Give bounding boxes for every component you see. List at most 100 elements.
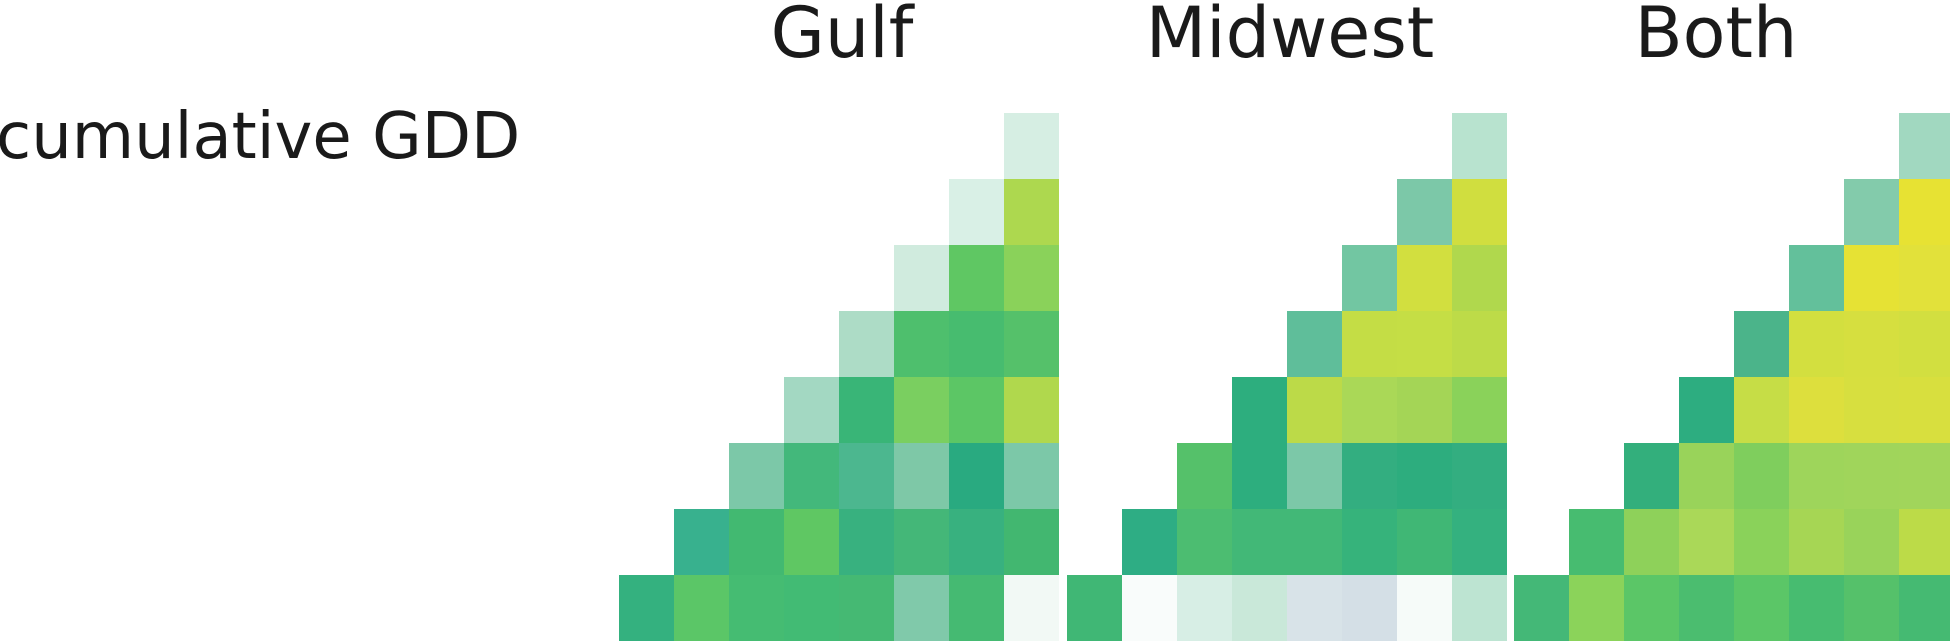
row-label: cumulative GDD xyxy=(0,100,520,174)
heatmap-cell xyxy=(1844,509,1899,575)
heatmap-cell xyxy=(1452,245,1507,311)
heatmap-cell xyxy=(1679,509,1734,575)
heatmap-cell xyxy=(1122,509,1177,575)
heatmap-cell xyxy=(1844,179,1899,245)
heatmap-cell xyxy=(1004,377,1059,443)
heatmap-cell xyxy=(1004,443,1059,509)
heatmap-cell xyxy=(1679,377,1734,443)
heatmap-cell xyxy=(1232,377,1287,443)
panel-title: Both xyxy=(1635,0,1798,74)
heatmap-cell xyxy=(1004,575,1059,641)
heatmap-cell xyxy=(729,575,784,641)
heatmap-cell xyxy=(1789,377,1844,443)
heatmap-cell xyxy=(1789,575,1844,641)
heatmap-cell xyxy=(1679,443,1734,509)
heatmap-cell xyxy=(839,377,894,443)
heatmap-cell xyxy=(1624,509,1679,575)
heatmap-cell xyxy=(949,377,1004,443)
heatmap-cell xyxy=(674,509,729,575)
heatmap-cell xyxy=(1899,311,1950,377)
heatmap-cell xyxy=(1734,377,1789,443)
heatmap-cell xyxy=(1679,575,1734,641)
heatmap-cell xyxy=(1569,509,1624,575)
heatmap-cell xyxy=(1287,311,1342,377)
heatmap-cell xyxy=(949,575,1004,641)
heatmap-cell xyxy=(894,311,949,377)
heatmap-cell xyxy=(1452,179,1507,245)
heatmap-cell xyxy=(1122,575,1177,641)
heatmap-cell xyxy=(1844,443,1899,509)
heatmap-cell xyxy=(949,311,1004,377)
heatmap-cell xyxy=(784,575,839,641)
heatmap-cell xyxy=(1397,245,1452,311)
heatmap-cell xyxy=(1452,575,1507,641)
heatmap-cell xyxy=(1232,443,1287,509)
heatmap-cell xyxy=(1789,509,1844,575)
heatmap-cell xyxy=(1734,311,1789,377)
heatmap-cell xyxy=(1452,377,1507,443)
heatmap-cell xyxy=(1899,245,1950,311)
heatmap-panels: Gulf Midwest Both xyxy=(619,0,1950,641)
heatmap-cell xyxy=(1342,509,1397,575)
heatmap-cell xyxy=(1004,245,1059,311)
heatmap-cell xyxy=(1899,179,1950,245)
heatmap-cell xyxy=(1789,245,1844,311)
heatmap-cell xyxy=(619,575,674,641)
heatmap-cell xyxy=(1734,575,1789,641)
heatmap-cell xyxy=(729,443,784,509)
heatmap-cell xyxy=(949,179,1004,245)
heatmap-cell xyxy=(1004,179,1059,245)
heatmap-cell xyxy=(1899,113,1950,179)
heatmap-cell xyxy=(1734,443,1789,509)
heatmap-cell xyxy=(949,443,1004,509)
panel-gulf: Gulf xyxy=(619,0,1059,641)
heatmap-cell xyxy=(839,575,894,641)
heatmap-cell xyxy=(1397,311,1452,377)
heatmap-cell xyxy=(1844,245,1899,311)
heatmap-cell xyxy=(1789,311,1844,377)
heatmap-cell xyxy=(1397,377,1452,443)
heatmap-cell xyxy=(894,377,949,443)
heatmap-cell xyxy=(1342,575,1397,641)
heatmap-cell xyxy=(1177,575,1232,641)
heatmap-cell xyxy=(1452,509,1507,575)
heatmap-cell xyxy=(674,575,729,641)
heatmap-cell xyxy=(1232,509,1287,575)
heatmap-cell xyxy=(1232,575,1287,641)
heatmap-cell xyxy=(1844,377,1899,443)
heatmap-cell xyxy=(894,245,949,311)
heatmap-cell xyxy=(1342,443,1397,509)
heatmap-cell xyxy=(1899,377,1950,443)
heatmap-cell xyxy=(1397,179,1452,245)
heatmap-cell xyxy=(1067,575,1122,641)
heatmap-cell xyxy=(1287,575,1342,641)
heatmap-cell xyxy=(1177,443,1232,509)
heatmap-cell xyxy=(894,443,949,509)
heatmap-cell xyxy=(1397,509,1452,575)
heatmap-cell xyxy=(1342,245,1397,311)
heatmap-cell xyxy=(1569,575,1624,641)
heatmap-cell xyxy=(839,443,894,509)
heatmap-cell xyxy=(1287,377,1342,443)
heatmap-cell xyxy=(894,575,949,641)
heatmap-cell xyxy=(1624,443,1679,509)
heatmap-cell xyxy=(1287,443,1342,509)
heatmap-cell xyxy=(784,377,839,443)
heatmap-cell xyxy=(894,509,949,575)
heatmap-cell xyxy=(1177,509,1232,575)
heatmap-cell xyxy=(1397,443,1452,509)
heatmap-cell xyxy=(729,509,784,575)
panel-both: Both xyxy=(1514,0,1950,641)
heatmap-cell xyxy=(1514,575,1569,641)
heatmap-cell xyxy=(1844,575,1899,641)
panel-title: Gulf xyxy=(771,0,915,74)
heatmap-cell xyxy=(949,509,1004,575)
heatmap-cell xyxy=(1844,311,1899,377)
heatmap-cell xyxy=(1452,311,1507,377)
heatmap-cell xyxy=(1004,311,1059,377)
heatmap-cell xyxy=(1397,575,1452,641)
heatmap-cell xyxy=(1899,443,1950,509)
heatmap-cell xyxy=(1734,509,1789,575)
heatmap-cell xyxy=(1004,509,1059,575)
